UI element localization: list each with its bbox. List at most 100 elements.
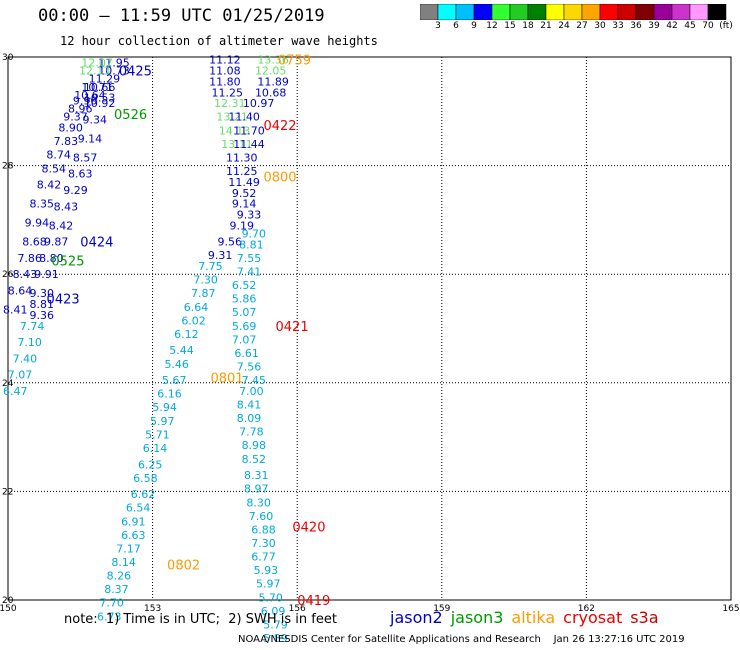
legend-item-s3a: s3a xyxy=(630,608,659,627)
swh-value: 7.60 xyxy=(249,510,274,523)
swh-value: 12.31 xyxy=(214,97,246,110)
satellite-legend: jason2 jason3 altika cryosat s3a xyxy=(390,608,667,627)
y-tick-label: 26 xyxy=(2,270,14,280)
swh-value: 6.09 xyxy=(261,605,286,618)
swh-value: 7.83 xyxy=(54,135,79,148)
swh-value: 12.05 xyxy=(255,65,287,78)
pass-time-label-altika: 0759 xyxy=(278,54,311,69)
swh-value: 11.29 xyxy=(89,73,121,86)
swh-value: 6.54 xyxy=(126,502,151,515)
swh-value: 7.74 xyxy=(20,320,45,333)
swh-value: 7.30 xyxy=(193,274,218,287)
plot-frame xyxy=(7,56,732,601)
pass-time-label-cryosat: 0422 xyxy=(263,119,296,134)
swh-value: 7.40 xyxy=(13,352,38,365)
swh-value: 7.87 xyxy=(191,287,216,300)
swh-value: 7.17 xyxy=(116,542,141,555)
swh-value: 8.26 xyxy=(107,570,132,583)
pass-time-label-jason2: 0424 xyxy=(80,236,113,251)
swh-value: 13.36 xyxy=(257,54,289,67)
swh-value: 11.30 xyxy=(226,151,258,164)
pass-time-label-cryosat: 0420 xyxy=(292,521,325,536)
swh-value: 8.42 xyxy=(37,179,62,192)
x-tick-label: 165 xyxy=(722,604,739,614)
swh-value: 7.30 xyxy=(251,537,276,550)
colorbar-tick-label: 24 xyxy=(558,21,570,31)
swh-value: 11.89 xyxy=(257,75,289,88)
swh-value: 8.98 xyxy=(242,439,267,452)
swh-value: 8.52 xyxy=(242,453,267,466)
swh-value: 9.19 xyxy=(230,219,255,232)
swh-value: 11.95 xyxy=(98,56,130,69)
pass-time-label-altika: 0801 xyxy=(210,371,243,386)
swh-value: 8.90 xyxy=(58,122,83,135)
colorbar-swatch xyxy=(707,4,727,20)
swh-value: 6.58 xyxy=(133,472,158,485)
swh-value: 9.34 xyxy=(83,113,108,126)
swh-value: 6.62 xyxy=(131,488,156,501)
swh-value: 10.66 xyxy=(84,81,116,94)
swh-value: 10.73 xyxy=(98,65,130,78)
swh-value: 6.12 xyxy=(174,328,199,341)
color-scale-bar xyxy=(420,4,727,20)
swh-value: 6.64 xyxy=(184,301,209,314)
pass-time-label-cryosat: 0419 xyxy=(297,594,330,609)
swh-value: 12.13 xyxy=(79,65,111,78)
swh-value: 5.79 xyxy=(263,618,288,631)
swh-value: 9.52 xyxy=(232,187,257,200)
pass-time-label-cryosat: 0421 xyxy=(276,320,309,335)
footer-note: note: 1) Time is in UTC; 2) SWH is in fe… xyxy=(64,612,337,627)
swh-value: 9.37 xyxy=(63,111,88,124)
colorbar-tick-label: 30 xyxy=(594,21,606,31)
swh-value: 9.14 xyxy=(78,132,103,145)
x-tick-label: 156 xyxy=(289,604,306,614)
swh-value: 8.54 xyxy=(42,162,67,175)
swh-value: 10.53 xyxy=(84,92,116,105)
swh-value: 9.30 xyxy=(29,287,54,300)
x-tick-label: 153 xyxy=(144,604,161,614)
swh-value: 7.10 xyxy=(17,336,42,349)
colorbar-tick-label: (ft) xyxy=(719,21,733,31)
swh-value: 6.16 xyxy=(157,388,182,401)
colorbar-tick-label: 12 xyxy=(486,21,498,31)
swh-value: 6.88 xyxy=(251,523,276,536)
swh-value: 9.56 xyxy=(217,236,242,249)
colorbar-tick-label: 3 xyxy=(435,21,441,31)
swh-value: 5.94 xyxy=(152,401,177,414)
swh-value: 5.07 xyxy=(232,306,257,319)
swh-value: 8.42 xyxy=(49,219,74,232)
legend-item-altika: altika xyxy=(511,608,556,627)
swh-value: 12.07 xyxy=(81,56,113,69)
swh-value: 9.90 xyxy=(73,94,98,107)
swh-value: 7.07 xyxy=(8,369,33,382)
swh-value: 7.86 xyxy=(17,252,42,265)
swh-value: 10.68 xyxy=(255,86,287,99)
swh-value: 8.81 xyxy=(239,238,264,251)
swh-value: 5.97 xyxy=(256,578,281,591)
swh-value: 11.44 xyxy=(233,138,265,151)
swh-value: 7.55 xyxy=(237,252,262,265)
swh-value: 11.25 xyxy=(212,86,244,99)
pass-time-label-jason3: 0526 xyxy=(114,108,147,123)
pass-time-label-jason3: 0525 xyxy=(51,255,84,270)
colorbar-tick-label: 36 xyxy=(630,21,642,31)
y-tick-label: 24 xyxy=(2,379,14,389)
legend-item-cryosat: cryosat xyxy=(563,608,623,627)
swh-value: 5.71 xyxy=(145,428,170,441)
chart-title: 00:00 – 11:59 UTC 01/25/2019 xyxy=(38,6,325,26)
swh-value: 8.41 xyxy=(3,303,28,316)
swh-value: 8.37 xyxy=(104,583,129,596)
swh-value: 11.40 xyxy=(228,111,260,124)
swh-value: 8.80 xyxy=(39,252,64,265)
swh-value: 11.08 xyxy=(209,65,241,78)
y-tick-label: 22 xyxy=(2,487,13,497)
swh-value: 11.25 xyxy=(226,165,258,178)
swh-value: 14.13 xyxy=(219,124,251,137)
colorbar-tick-label: 42 xyxy=(666,21,678,31)
chart-subtitle: 12 hour collection of altimeter wave hei… xyxy=(60,34,378,48)
swh-value: 10.92 xyxy=(84,97,116,110)
colorbar-tick-label: 6 xyxy=(453,21,459,31)
swh-value: 10.64 xyxy=(74,89,106,102)
swh-value: 9.94 xyxy=(25,217,50,230)
